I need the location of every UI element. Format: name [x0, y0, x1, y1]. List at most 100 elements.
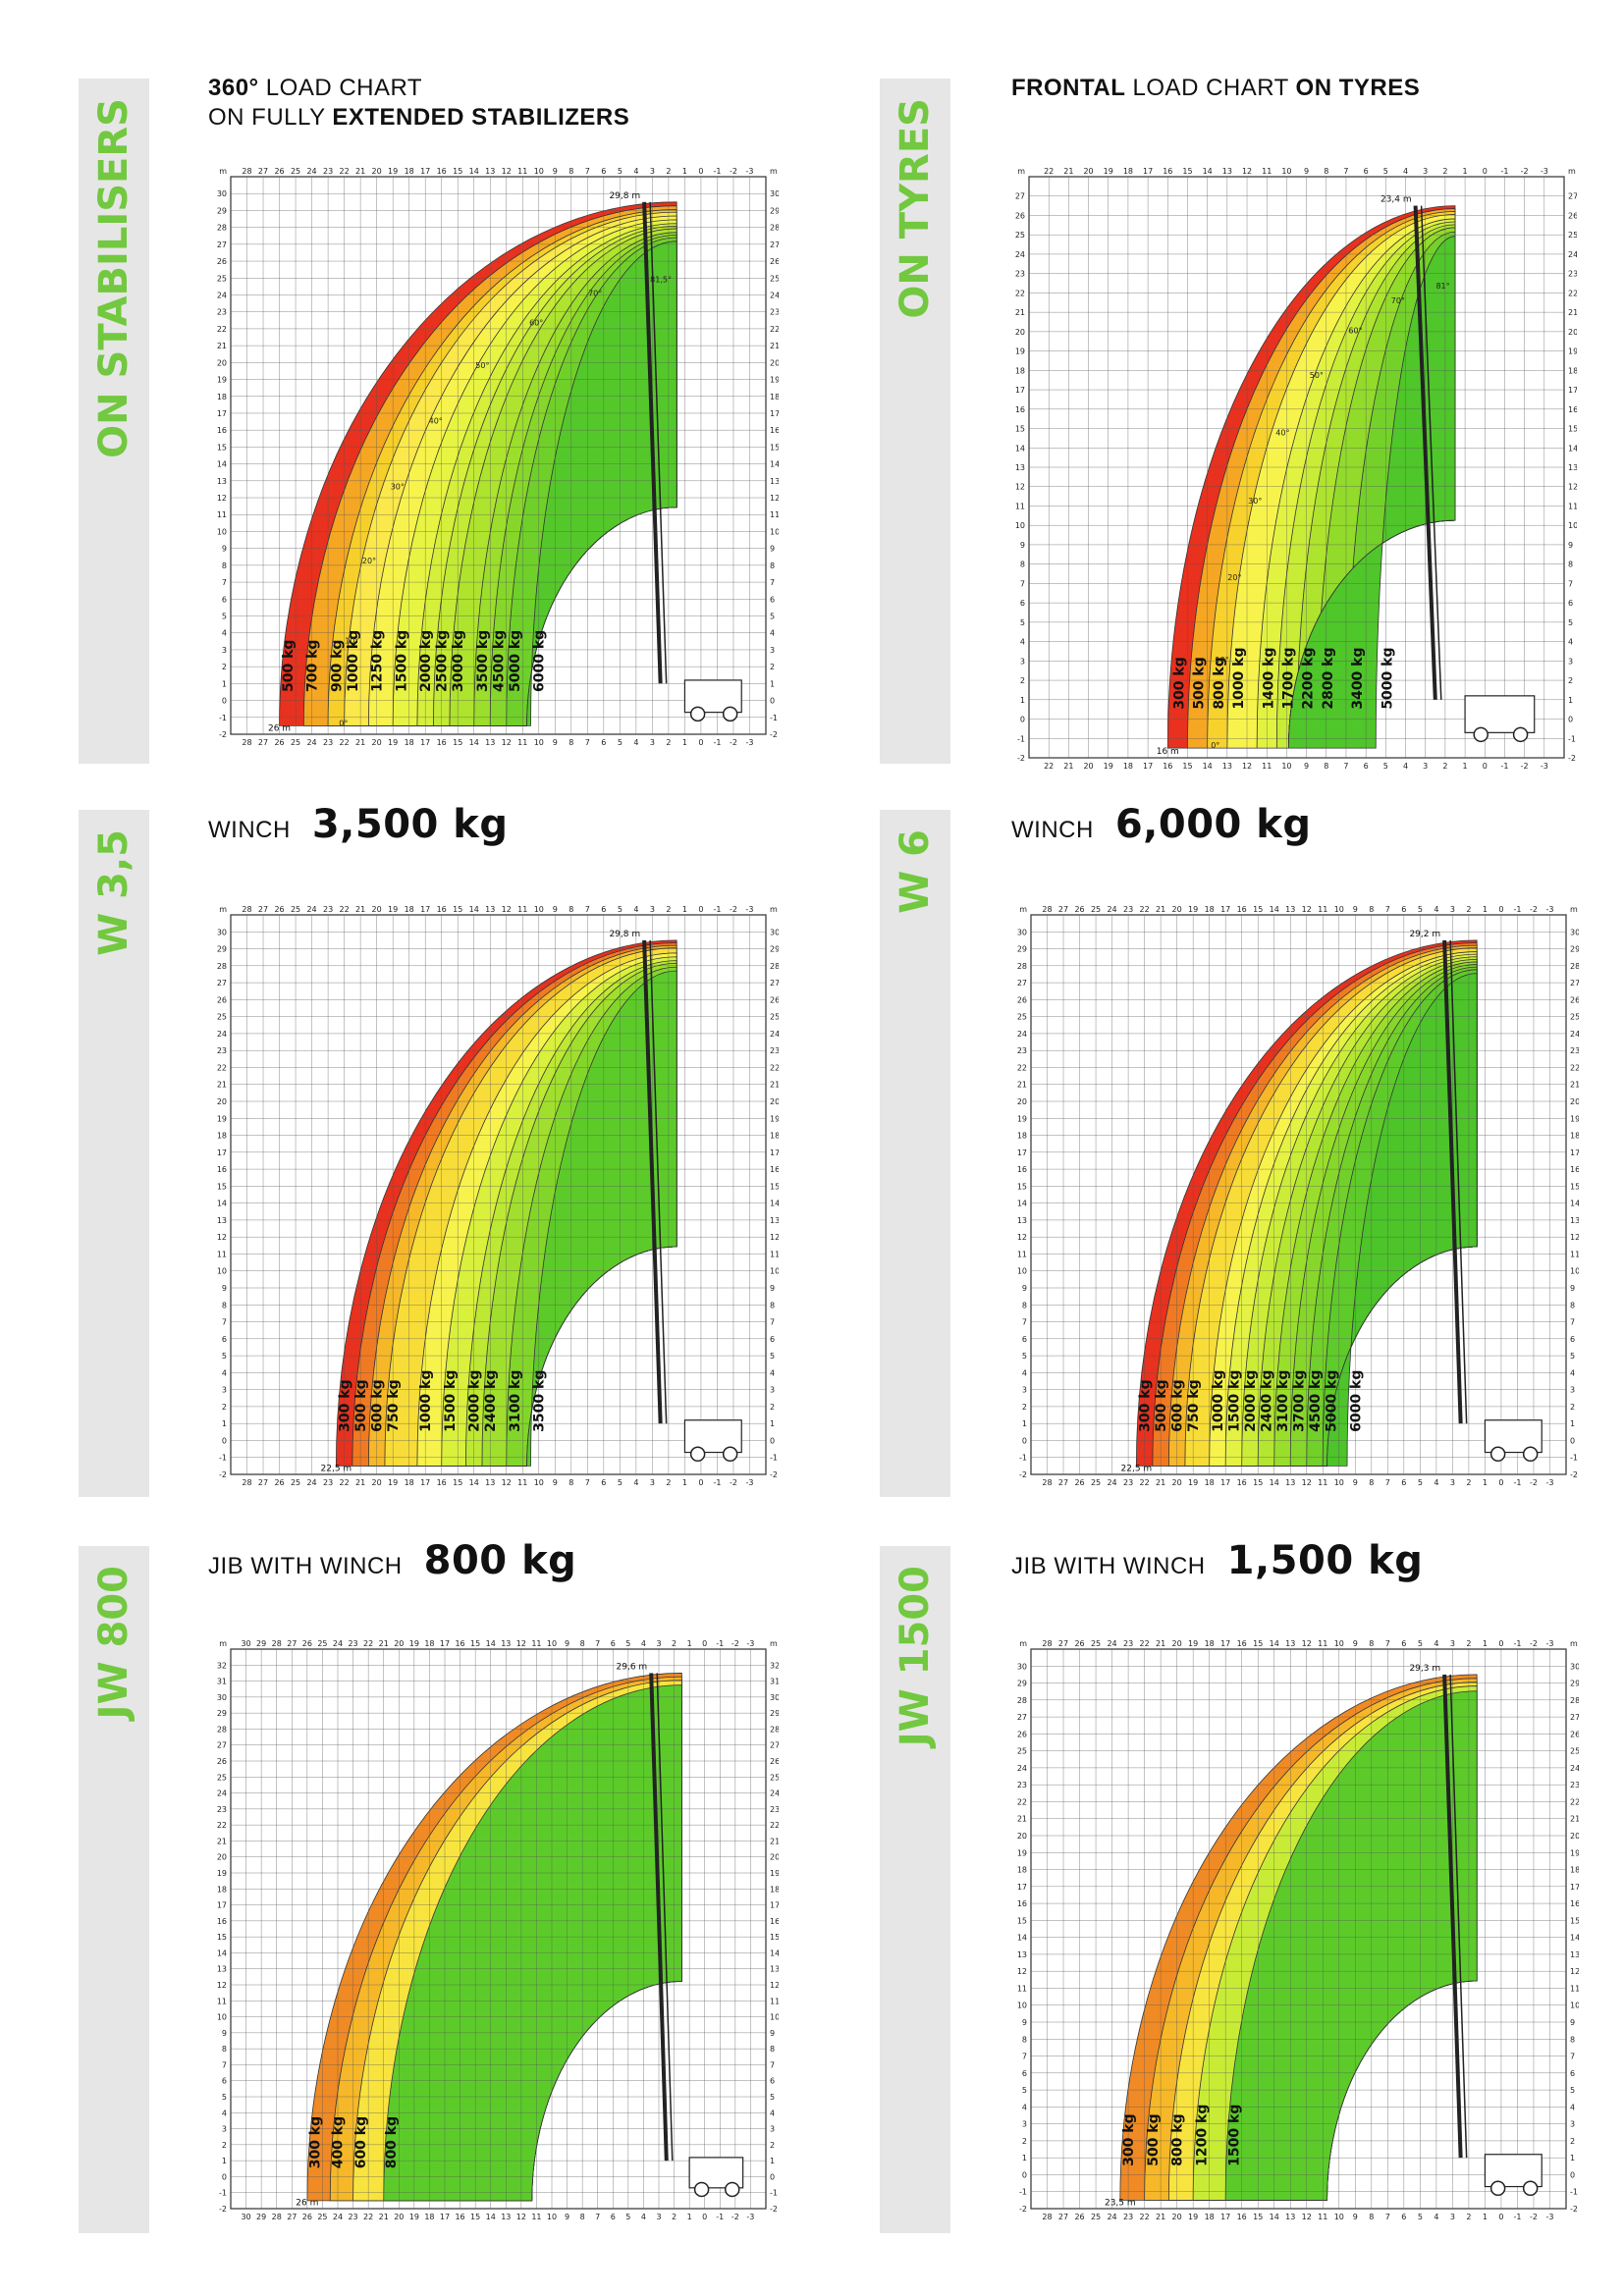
- y-tick-label-left: 3: [222, 1386, 227, 1395]
- y-tick-label-right: 22: [1570, 1797, 1579, 1806]
- y-tick-label-right: -2: [1568, 754, 1576, 763]
- x-tick-label-top: 14: [469, 167, 479, 176]
- x-tick-label-top: 17: [440, 1639, 450, 1648]
- x-tick-label-top: 5: [618, 167, 623, 176]
- y-tick-label-right: 14: [770, 1200, 779, 1208]
- machine-body: [1464, 695, 1536, 733]
- x-tick-label-bottom: 11: [517, 738, 527, 747]
- x-tick-label-bottom: 4: [641, 2213, 646, 2221]
- x-tick-label-bottom: 18: [1205, 1478, 1215, 1487]
- y-tick-label-left: 9: [1020, 541, 1025, 550]
- x-tick-label-bottom: 0: [1483, 762, 1488, 771]
- x-tick-label-bottom: 13: [485, 738, 495, 747]
- series-label: 6000 kg: [532, 630, 548, 692]
- y-tick-label-right: 26: [1570, 995, 1579, 1004]
- boom-arm: [1442, 939, 1463, 1424]
- y-tick-label-left: 5: [222, 1352, 227, 1361]
- y-tick-label-left: 11: [1017, 1984, 1027, 1993]
- y-tick-label-left: 30: [217, 1693, 227, 1702]
- y-tick-label-left: 4: [222, 1368, 227, 1377]
- y-tick-label-right: 27: [1570, 1713, 1579, 1722]
- x-tick-label-top: 10: [534, 905, 544, 914]
- y-tick-label-left: 32: [217, 1661, 227, 1670]
- y-tick-label-right: 8: [1570, 2035, 1575, 2044]
- y-tick-label-right: 23: [770, 1805, 779, 1814]
- y-tick-label-right: 4: [770, 629, 775, 638]
- y-tick-label-left: 20: [1017, 1832, 1027, 1841]
- x-tick-label-bottom: 8: [1369, 2213, 1374, 2221]
- y-tick-label-left: 18: [1015, 366, 1025, 375]
- x-tick-label-bottom: 20: [372, 1478, 382, 1487]
- series-label: 6000 kg: [1348, 1370, 1364, 1432]
- y-tick-label-right: 1: [770, 1419, 775, 1428]
- y-tick-label-right: 17: [770, 1901, 779, 1910]
- y-tick-label-left: 7: [1020, 579, 1025, 588]
- series-label: 3000 kg: [451, 630, 466, 692]
- wheel: [722, 1446, 738, 1463]
- y-tick-label-left: 18: [217, 1885, 227, 1894]
- x-tick-label-bottom: 24: [333, 2213, 343, 2221]
- x-tick-label-top: -3: [746, 1639, 754, 1648]
- y-tick-label-right: 12: [1570, 1233, 1579, 1242]
- x-tick-label-top: 20: [372, 167, 382, 176]
- y-tick-label-left: 8: [222, 1301, 227, 1309]
- y-tick-label-left: 19: [1017, 1848, 1027, 1857]
- x-tick-label-bottom: -1: [1513, 2213, 1521, 2221]
- y-tick-label-right: -2: [1570, 1470, 1578, 1479]
- x-tick-label-top: 6: [1364, 167, 1369, 176]
- y-tick-label-left: 29: [1017, 945, 1027, 954]
- y-tick-label-left: 19: [217, 376, 227, 385]
- x-tick-label-bottom: 24: [306, 1478, 316, 1487]
- x-tick-label-bottom: 9: [565, 2213, 569, 2221]
- angle-label: 40°: [1275, 428, 1289, 437]
- chart-heading: JIB WITH WINCH 800 kg: [208, 1538, 577, 1583]
- x-tick-label-bottom: 27: [1058, 2213, 1068, 2221]
- y-tick-label-right: -1: [770, 714, 778, 722]
- x-tick-label-top: 30: [241, 1639, 250, 1648]
- x-tick-label-top: -2: [730, 905, 737, 914]
- x-tick-label-top: 25: [1091, 1639, 1101, 1648]
- x-tick-label-bottom: 27: [287, 2213, 297, 2221]
- y-tick-label-right: 15: [770, 443, 779, 452]
- y-tick-label-right: 19: [1568, 347, 1577, 356]
- y-tick-label-right: 0: [1570, 1436, 1575, 1445]
- max-reach-label: 16 m: [1157, 747, 1179, 757]
- y-tick-label-left: 15: [1017, 1182, 1027, 1191]
- x-tick-label-top: 6: [611, 1639, 616, 1648]
- y-tick-label-left: 7: [222, 578, 227, 587]
- x-tick-label-top: 24: [1107, 905, 1116, 914]
- x-tick-label-bottom: 19: [1188, 1478, 1198, 1487]
- x-tick-label-top: 25: [291, 905, 300, 914]
- y-tick-label-right: 4: [770, 1368, 775, 1377]
- x-tick-label-top: 15: [1182, 167, 1192, 176]
- max-height-label: 29,2 m: [1409, 930, 1440, 939]
- y-tick-label-left: 0: [222, 2172, 227, 2181]
- x-tick-label-top: 19: [388, 167, 398, 176]
- max-reach-label: 23,5 m: [1105, 2199, 1136, 2209]
- max-height-label: 29,6 m: [617, 1662, 648, 1672]
- y-tick-label-left: 17: [1017, 1148, 1027, 1157]
- x-tick-label-bottom: 17: [1220, 1478, 1230, 1487]
- series-label: 800 kg: [384, 2116, 400, 2168]
- y-tick-label-right: 29: [770, 206, 779, 215]
- y-tick-label-left: 11: [217, 510, 227, 519]
- y-tick-label-left: 30: [217, 928, 227, 936]
- x-tick-label-top: 17: [420, 167, 430, 176]
- y-tick-label-left: 2: [1022, 2137, 1027, 2146]
- y-tick-label-left: -1: [219, 714, 227, 722]
- y-tick-label-left: 13: [217, 1965, 227, 1974]
- x-tick-label-bottom: 14: [469, 1478, 479, 1487]
- y-tick-label-left: 10: [1017, 1267, 1027, 1276]
- y-tick-label-right: 27: [770, 240, 779, 249]
- x-tick-label-top: 21: [355, 905, 365, 914]
- y-tick-label-left: -1: [1019, 2188, 1027, 2197]
- y-tick-label-left: 6: [222, 2077, 227, 2086]
- y-tick-label-left: 4: [1022, 1368, 1027, 1377]
- x-tick-label-bottom: 9: [553, 1478, 558, 1487]
- y-tick-label-left: -2: [219, 1470, 227, 1479]
- wheel: [724, 2181, 740, 2198]
- boom-arm: [1442, 1674, 1463, 2159]
- y-tick-label-right: 19: [770, 376, 779, 385]
- y-tick-label-left: 24: [1017, 1764, 1027, 1773]
- y-tick-label-right: 21: [770, 342, 779, 350]
